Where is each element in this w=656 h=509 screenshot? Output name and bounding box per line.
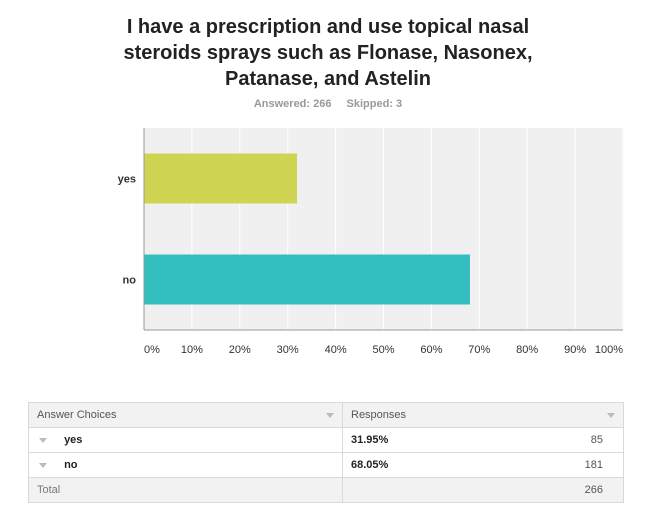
x-tick-label: 30% bbox=[277, 344, 299, 356]
x-tick-label: 0% bbox=[144, 344, 160, 356]
question-title: I have a prescription and use topical na… bbox=[60, 14, 596, 92]
total-row: Total 266 bbox=[28, 477, 624, 503]
header-responses-label: Responses bbox=[351, 409, 407, 421]
header-responses[interactable]: Responses bbox=[342, 402, 624, 428]
category-label: no bbox=[123, 275, 137, 287]
answered-count: Answered: 266 bbox=[253, 98, 332, 110]
x-tick-label: 40% bbox=[325, 344, 347, 356]
x-tick-label: 90% bbox=[564, 344, 586, 356]
count-cell: 85 bbox=[492, 427, 624, 453]
choice-cell: no bbox=[28, 452, 343, 478]
x-tick-label: 10% bbox=[181, 344, 203, 356]
choice-label: yes bbox=[64, 434, 83, 446]
header-answer-choices[interactable]: Answer Choices bbox=[28, 402, 343, 428]
skipped-count: Skipped: 3 bbox=[346, 98, 403, 110]
title-line-1: I have a prescription and use topical na… bbox=[126, 16, 530, 38]
count-cell: 181 bbox=[492, 452, 624, 478]
bar-no bbox=[144, 254, 470, 305]
expand-caret-icon[interactable] bbox=[39, 462, 47, 468]
category-label: yes bbox=[118, 174, 136, 186]
x-tick-label: 50% bbox=[372, 344, 394, 356]
bar-chart: yes no 0% 10% 20% 30% 40% 50% 60% 70% 80% 90% 100% bbox=[118, 128, 624, 356]
sort-caret-icon[interactable] bbox=[326, 413, 334, 418]
percent-cell: 68.05% bbox=[341, 452, 493, 478]
table-row: no 68.05% 181 bbox=[28, 452, 624, 478]
response-summary: Answered: 266 Skipped: 3 bbox=[0, 98, 656, 110]
results-table: Answer Choices Responses yes 31.95% 85 n… bbox=[28, 402, 624, 503]
table-header-row: Answer Choices Responses bbox=[28, 402, 624, 428]
percent-cell: 31.95% bbox=[341, 427, 493, 453]
title-line-2: steroids sprays such as Flonase, Nasonex… bbox=[123, 42, 533, 64]
bar-yes bbox=[144, 153, 298, 204]
x-tick-label: 70% bbox=[468, 344, 490, 356]
total-count: 266 bbox=[492, 477, 624, 503]
x-tick-label: 80% bbox=[516, 344, 538, 356]
x-tick-label: 20% bbox=[229, 344, 251, 356]
total-percent-cell bbox=[341, 477, 493, 503]
header-answer-choices-label: Answer Choices bbox=[37, 409, 117, 421]
sort-caret-icon[interactable] bbox=[607, 413, 615, 418]
x-tick-label: 100% bbox=[595, 344, 623, 356]
total-label: Total bbox=[28, 477, 343, 503]
choice-cell: yes bbox=[28, 427, 343, 453]
table-row: yes 31.95% 85 bbox=[28, 427, 624, 453]
expand-caret-icon[interactable] bbox=[39, 437, 47, 443]
title-line-3: Patanase, and Astelin bbox=[225, 68, 431, 90]
x-tick-label: 60% bbox=[420, 344, 442, 356]
choice-label: no bbox=[64, 459, 78, 471]
